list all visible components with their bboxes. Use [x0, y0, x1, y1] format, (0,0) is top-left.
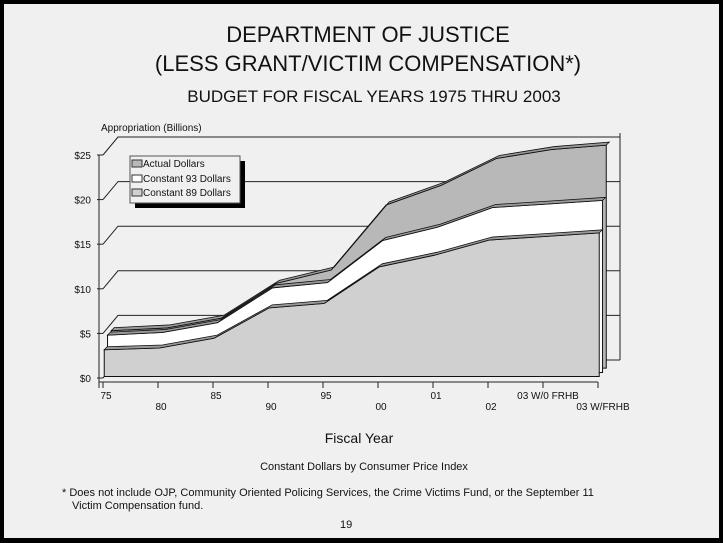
- x-tick-label: 80: [155, 402, 167, 413]
- y-axis-label: Appropriation (Billions): [101, 123, 202, 134]
- cpi-note: Constant Dollars by Consumer Price Index: [260, 461, 468, 473]
- footnote-line1: * Does not include OJP, Community Orient…: [62, 487, 594, 499]
- x-tick-label: 00: [375, 402, 387, 413]
- y-tick-label: $5: [80, 329, 92, 340]
- x-tick-label: 85: [210, 391, 222, 402]
- x-tick-label: 03 W/FRHB: [576, 402, 630, 413]
- legend-swatch-constant-93: [132, 175, 142, 182]
- x-tick-label: 02: [485, 402, 497, 413]
- slide: DEPARTMENT OF JUSTICE (LESS GRANT/VICTIM…: [4, 4, 719, 538]
- y-tick-label: $10: [74, 285, 91, 296]
- chart-title-line2: (LESS GRANT/VICTIM COMPENSATION*): [155, 51, 581, 76]
- y-tick-label: $25: [74, 151, 91, 162]
- y-tick-label: $20: [74, 196, 91, 207]
- legend-label-actual: Actual Dollars: [143, 159, 205, 170]
- x-tick-label: 75: [100, 391, 112, 402]
- x-tick-label: 03 W/0 FRHB: [517, 391, 579, 402]
- legend-label-constant-93: Constant 93 Dollars: [143, 174, 231, 185]
- x-axis-label: Fiscal Year: [325, 430, 394, 446]
- legend-swatch-constant-89: [132, 189, 142, 196]
- legend-swatch-actual: [132, 160, 142, 167]
- legend-label-constant-89: Constant 89 Dollars: [143, 188, 231, 199]
- chart-title-line1: DEPARTMENT OF JUSTICE: [226, 22, 510, 47]
- page-number: 19: [340, 519, 352, 531]
- x-tick-label: 95: [320, 391, 332, 402]
- legend: Actual Dollars Constant 93 Dollars Const…: [130, 156, 245, 208]
- x-tick-label: 90: [265, 402, 277, 413]
- footnote-line2: Victim Compensation fund.: [72, 500, 203, 512]
- y-tick-label: $15: [74, 240, 91, 251]
- y-tick-label: $0: [80, 374, 92, 385]
- x-tick-label: 01: [430, 391, 442, 402]
- budget-chart: DEPARTMENT OF JUSTICE (LESS GRANT/VICTIM…: [4, 4, 719, 538]
- chart-subtitle: BUDGET FOR FISCAL YEARS 1975 THRU 2003: [187, 87, 561, 106]
